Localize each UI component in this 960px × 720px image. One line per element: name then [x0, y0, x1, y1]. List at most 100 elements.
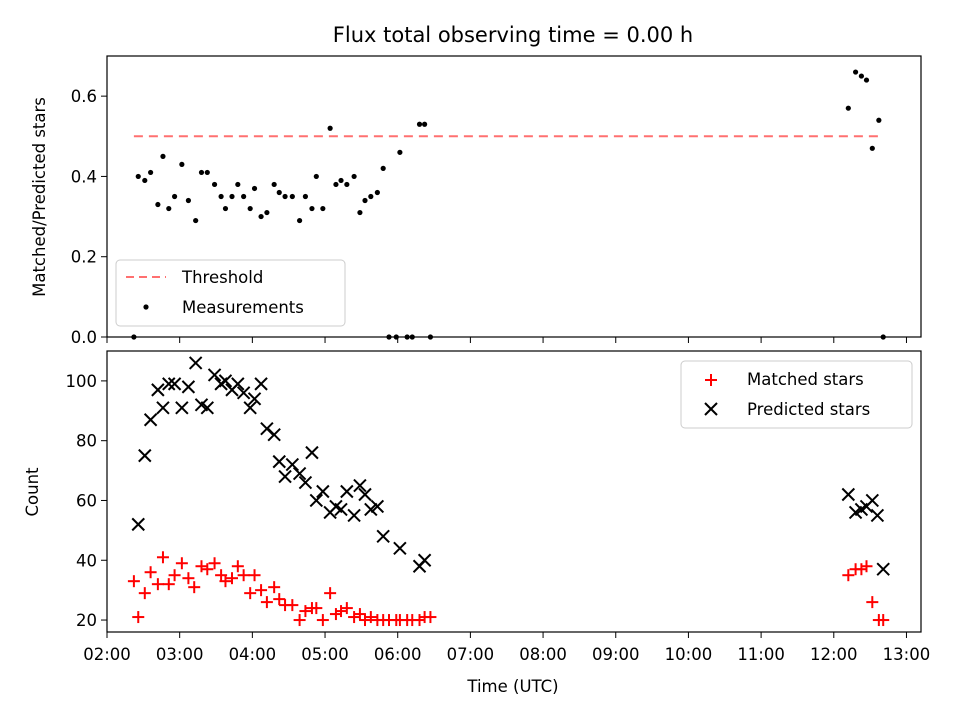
- count-y-tick-label: 20: [76, 611, 97, 630]
- measurement-point: [235, 181, 241, 188]
- x-tick-label: 03:00: [156, 645, 204, 664]
- predicted-point: [298, 475, 313, 490]
- predicted-point: [151, 383, 165, 397]
- count-y-axis-label: Count: [23, 467, 42, 517]
- x-tick-label: 11:00: [737, 645, 785, 664]
- measurement-point: [397, 149, 403, 155]
- predicted-point: [353, 478, 367, 493]
- measurement-point: [155, 201, 161, 208]
- legend-threshold-label: Threshold: [181, 268, 263, 287]
- measurement-point: [351, 173, 357, 180]
- predicted-point: [334, 502, 348, 517]
- measurement-point: [166, 205, 172, 212]
- matched-point: [310, 602, 323, 615]
- measurement-point: [160, 153, 166, 159]
- predicted-point: [272, 454, 286, 469]
- matched-point: [182, 572, 195, 585]
- matched-point: [424, 611, 437, 624]
- matched-point: [127, 575, 140, 588]
- matched-point: [324, 587, 337, 600]
- x-tick-label: 12:00: [810, 645, 858, 664]
- predicted-point: [254, 377, 268, 391]
- predicted-point: [188, 356, 203, 370]
- x-tick-label: 05:00: [301, 645, 349, 664]
- measurement-point: [416, 121, 423, 127]
- matched-point: [340, 602, 353, 615]
- matched-point: [866, 596, 879, 609]
- matched-point: [195, 560, 208, 573]
- predicted-point: [305, 445, 319, 460]
- legend-predicted-label: Predicted stars: [747, 400, 870, 419]
- predicted-point: [162, 377, 176, 391]
- legend-measurements-label: Measurements: [182, 298, 304, 317]
- matched-point: [188, 581, 201, 594]
- predicted-point: [316, 484, 330, 499]
- measurement-point: [289, 193, 295, 200]
- measurement-point: [218, 193, 224, 200]
- measurement-point: [148, 169, 154, 176]
- predicted-point: [207, 368, 222, 382]
- ratio-plot-frame: [106, 55, 922, 338]
- predicted-point: [292, 466, 307, 481]
- ratio-y-axis-label: Matched/Predicted stars: [30, 97, 49, 297]
- legend-measurements-swatch: [143, 304, 149, 310]
- predicted-point: [393, 541, 407, 556]
- matched-point: [273, 593, 286, 606]
- predicted-point: [181, 380, 196, 394]
- count-y-tick-label: 60: [76, 491, 97, 510]
- matched-point: [359, 614, 372, 627]
- matched-point: [248, 569, 261, 582]
- ratio-y-tick-label: 0.4: [71, 167, 97, 186]
- predicted-point: [285, 457, 300, 472]
- measurement-point: [422, 121, 428, 127]
- measurement-point: [357, 209, 363, 216]
- ratio-y-tick-label: 0.2: [71, 248, 97, 267]
- measurement-point: [374, 189, 380, 196]
- measurement-point: [179, 161, 185, 167]
- measurement-point: [185, 197, 191, 204]
- matched-point: [353, 608, 366, 621]
- count-y-tick-label: 100: [66, 372, 98, 391]
- matched-point: [156, 551, 169, 564]
- ratio-legend: Threshold Measurements: [115, 259, 346, 327]
- predicted-point: [231, 377, 245, 391]
- x-tick-label: 09:00: [592, 645, 640, 664]
- matched-point: [162, 578, 175, 591]
- x-tick-label: 10:00: [665, 645, 713, 664]
- measurement-point: [258, 213, 264, 220]
- predicted-point: [417, 553, 432, 567]
- predicted-point: [876, 562, 890, 576]
- measurement-point: [863, 77, 870, 83]
- matched-point: [413, 614, 426, 627]
- predicted-point: [243, 401, 257, 415]
- measurement-point: [320, 205, 326, 212]
- measurement-point: [869, 145, 875, 151]
- measurement-point: [380, 165, 386, 171]
- matched-point: [244, 587, 257, 600]
- predicted-point: [247, 392, 262, 406]
- measurement-point: [327, 125, 333, 131]
- measurement-point: [247, 205, 253, 212]
- matched-point: [237, 569, 250, 582]
- predicted-point: [156, 401, 170, 415]
- matched-point: [329, 608, 342, 621]
- measurement-point: [333, 181, 339, 188]
- measurement-point: [296, 217, 303, 224]
- measurement-point: [229, 193, 235, 200]
- matched-point: [219, 575, 232, 588]
- predicted-point: [200, 401, 215, 415]
- ratio-y-tick-label: 0.0: [71, 328, 97, 347]
- matched-point: [260, 596, 273, 609]
- measurement-point: [171, 193, 178, 200]
- ratio-panel: 0.0 0.2 0.4 0.6 Matched/Predicted stars Thr…: [30, 55, 922, 347]
- legend-matched-swatch: [705, 374, 717, 386]
- measurement-point: [264, 209, 270, 216]
- count-y-tick-label: 80: [76, 432, 97, 451]
- matched-point: [877, 614, 890, 627]
- matched-point: [208, 557, 221, 570]
- measurement-point: [222, 205, 229, 212]
- predicted-point: [167, 377, 182, 391]
- measurement-point: [135, 173, 141, 180]
- measurement-point: [204, 169, 210, 176]
